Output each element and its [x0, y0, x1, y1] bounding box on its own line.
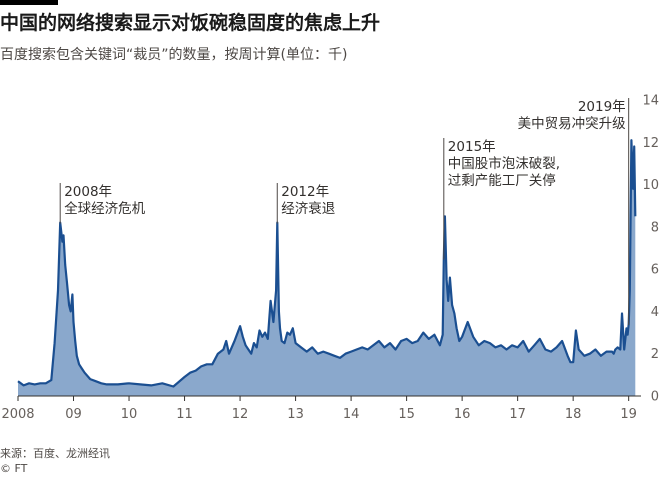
- annotation-text: 2012年: [281, 184, 329, 200]
- y-tick-label: 2: [651, 347, 659, 362]
- x-tick-label: 10: [121, 407, 138, 422]
- series-line: [17, 139, 637, 388]
- series-area: [18, 140, 636, 396]
- y-tick-label: 12: [642, 136, 659, 151]
- chart-subtitle: 百度搜索包含关键词“裁员”的数量，按周计算(单位：千): [0, 47, 348, 63]
- x-tick-label: 09: [65, 407, 82, 422]
- y-tick-label: 10: [642, 178, 659, 193]
- footer: 来源：百度、龙洲经讯 © FT: [0, 446, 110, 476]
- x-tick-label: 11: [176, 407, 193, 422]
- source-note: 来源：百度、龙洲经讯: [0, 447, 110, 460]
- annotation-text: 2008年: [64, 184, 112, 200]
- x-tick-label: 13: [287, 407, 304, 422]
- chart-title: 中国的网络搜索显示对饭碗稳固度的焦虑上升: [0, 12, 381, 34]
- x-tick-label: 14: [343, 407, 360, 422]
- annotation-text: 经济衰退: [281, 200, 335, 217]
- annotation-text: 中国股市泡沫破裂,: [448, 155, 560, 172]
- annotation-text: 过剩产能工厂关停: [448, 172, 556, 189]
- copyright-note: © FT: [0, 462, 28, 475]
- area-layer: [17, 139, 637, 396]
- y-tick-label: 8: [651, 220, 659, 235]
- x-tick-label: 15: [398, 407, 415, 422]
- annotation-text: 美中贸易冲突升级: [518, 116, 626, 132]
- x-tick-label: 18: [565, 407, 582, 422]
- y-tick-label: 4: [651, 305, 659, 320]
- x-tick-label: 12: [232, 407, 249, 422]
- annotation-text: 全球经济危机: [64, 200, 145, 217]
- x-tick-label: 17: [509, 407, 526, 422]
- y-tick-label: 6: [651, 263, 659, 278]
- axis-layer: 2008 09 10 11 12 13 14 15 16 17 18 19 0 2 4 6 8 10 12 14: [1, 94, 659, 423]
- x-tick-label: 19: [620, 407, 637, 422]
- header-accent-rule: [0, 0, 58, 5]
- y-tick-label: 14: [642, 94, 659, 109]
- x-tick-label: 2008: [1, 407, 34, 422]
- annotation-text: 2015年: [448, 139, 496, 155]
- x-tick-label: 16: [454, 407, 471, 422]
- annotation-text: 2019年: [578, 99, 626, 115]
- y-tick-label: 0: [651, 390, 659, 405]
